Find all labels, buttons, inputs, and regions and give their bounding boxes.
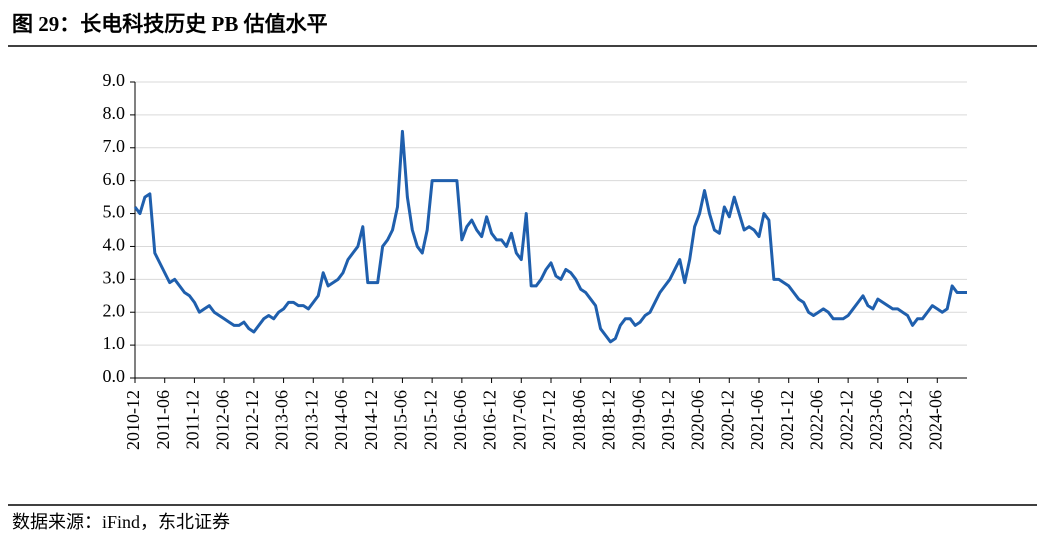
x-tick-label: 2011-12 — [183, 390, 203, 449]
x-tick-label: 2019-12 — [658, 390, 678, 450]
x-tick-label: 2014-06 — [331, 390, 351, 450]
y-tick-label: 6.0 — [103, 169, 126, 189]
source: 数据来源：iFind，东北证券 — [12, 512, 230, 532]
x-tick-label: 2017-12 — [539, 390, 559, 450]
y-tick-label: 8.0 — [103, 103, 126, 123]
y-tick-label: 4.0 — [103, 235, 126, 255]
x-tick-label: 2020-06 — [688, 390, 708, 450]
x-tick-label: 2022-06 — [807, 390, 827, 450]
y-tick-label: 1.0 — [103, 333, 126, 353]
x-tick-label: 2021-06 — [747, 390, 767, 450]
x-tick-label: 2021-12 — [777, 390, 797, 450]
line-series — [133, 129, 967, 344]
y-tick-label: 9.0 — [103, 70, 126, 90]
chart-title: 图 29：长电科技历史 PB 估值水平 — [12, 12, 328, 36]
y-tick-label: 3.0 — [103, 267, 126, 287]
y-tick-label: 7.0 — [103, 136, 126, 156]
x-tick-label: 2023-06 — [866, 390, 886, 450]
x-tick-label: 2012-06 — [212, 390, 232, 450]
x-tick-label: 2018-06 — [569, 390, 589, 450]
x-tick-label: 2013-06 — [272, 390, 292, 450]
y-tick-label: 2.0 — [103, 300, 126, 320]
x-tick-label: 2015-06 — [391, 390, 411, 450]
x-tick-label: 2023-12 — [896, 390, 916, 450]
x-tick-label: 2010-12 — [123, 390, 143, 450]
x-tick-label: 2015-12 — [420, 390, 440, 450]
x-tick-label: 2022-12 — [836, 390, 856, 450]
x-tick-label: 2016-12 — [480, 390, 500, 450]
x-tick-label: 2016-06 — [450, 390, 470, 450]
x-tick-label: 2020-12 — [717, 390, 737, 450]
x-tick-label: 2018-12 — [599, 390, 619, 450]
x-tick-label: 2017-06 — [509, 390, 529, 450]
x-tick-label: 2024-06 — [925, 390, 945, 450]
x-tick-label: 2012-12 — [242, 390, 262, 450]
x-tick-label: 2019-06 — [628, 390, 648, 450]
x-tick-label: 2013-12 — [301, 390, 321, 450]
y-tick-label: 0.0 — [103, 366, 126, 386]
x-tick-label: 2011-06 — [153, 390, 173, 449]
x-tick-label: 2014-12 — [361, 390, 381, 450]
y-tick-label: 5.0 — [103, 202, 126, 222]
